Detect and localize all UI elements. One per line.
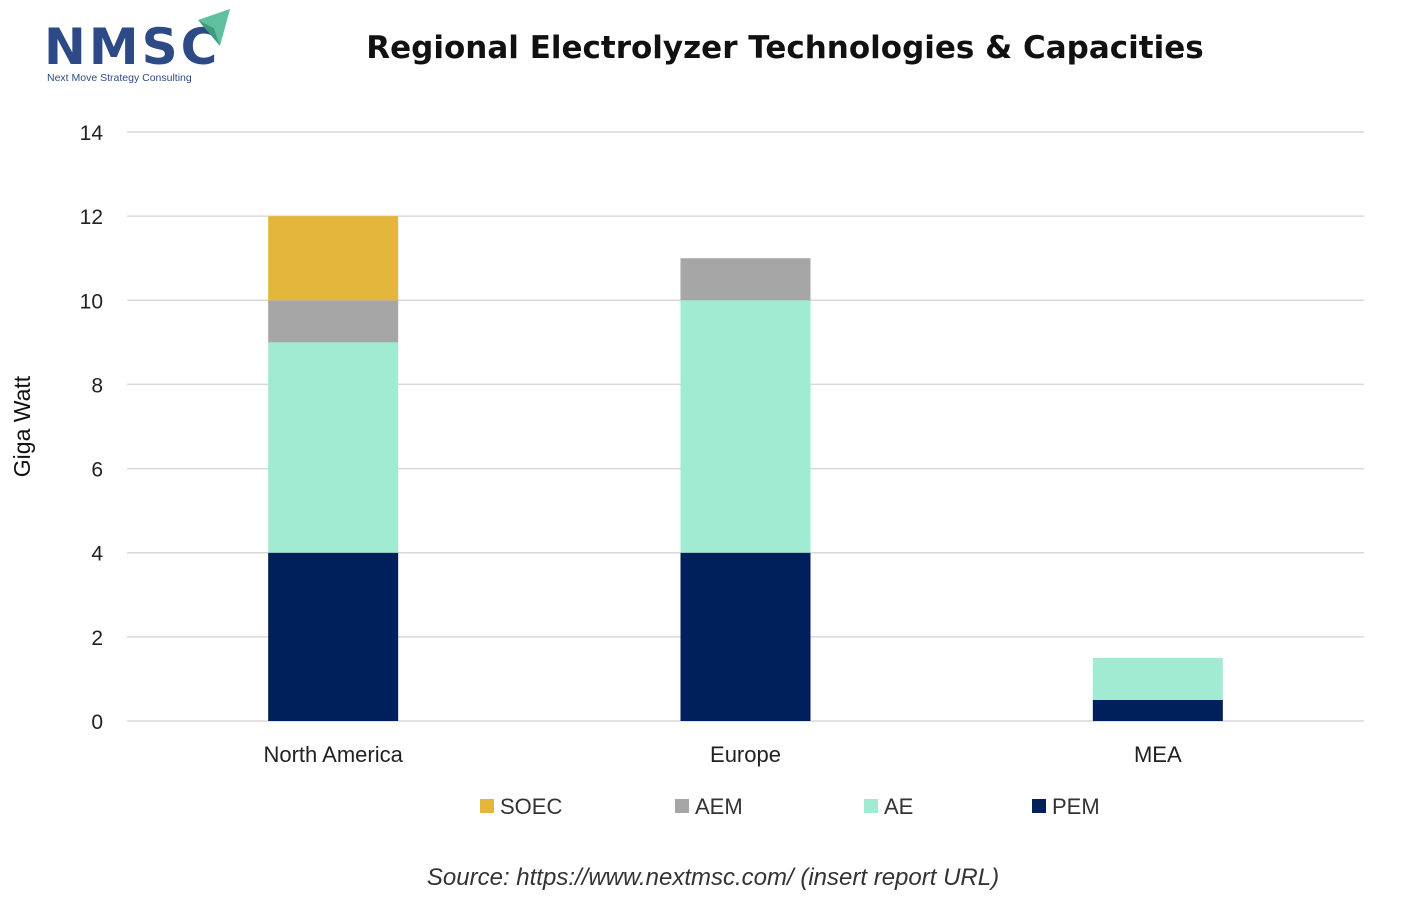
y-tick-label: 10 xyxy=(80,290,103,313)
legend-swatch-ae xyxy=(864,799,878,813)
y-tick-label: 4 xyxy=(91,543,103,566)
y-tick-label: 6 xyxy=(91,459,103,482)
bar-ae-north-america xyxy=(268,342,399,553)
y-tick-label: 2 xyxy=(91,627,103,650)
legend-swatch-pem xyxy=(1032,799,1046,813)
y-axis-label: Giga Watt xyxy=(9,375,35,477)
y-tick-label: 14 xyxy=(80,122,104,145)
legend-swatch-soec xyxy=(480,799,494,813)
source-note: Source: https://www.nextmsc.com/ (insert… xyxy=(426,864,1000,891)
bar-aem-europe xyxy=(680,258,811,301)
nmsc-logo: NMSC Next Move Strategy Consulting xyxy=(44,8,244,92)
x-tick-label: North America xyxy=(263,742,403,767)
x-tick-labels: North America Europe MEA xyxy=(263,742,1182,767)
x-tick-label: MEA xyxy=(1134,742,1182,767)
bar-aem-north-america xyxy=(268,300,399,343)
bar-soec-north-america xyxy=(268,216,399,301)
legend-label-soec: SOEC xyxy=(500,794,562,819)
legend-label-aem: AEM xyxy=(695,794,743,819)
x-tick-label: Europe xyxy=(710,742,781,767)
paper-plane-icon xyxy=(198,9,230,46)
y-tick-label: 0 xyxy=(91,711,103,734)
bar-pem-north-america xyxy=(268,552,399,721)
legend-swatch-aem xyxy=(675,799,689,813)
legend: SOEC AEM AE PEM xyxy=(480,794,1100,819)
legend-label-ae: AE xyxy=(884,794,913,819)
y-tick-label: 8 xyxy=(91,374,103,397)
logo-tagline: Next Move Strategy Consulting xyxy=(47,72,192,84)
chart-title: Regional Electrolyzer Technologies & Cap… xyxy=(366,30,1204,66)
bar-ae-europe xyxy=(680,300,811,553)
logo-text: NMSC xyxy=(44,18,221,76)
bars xyxy=(268,216,1223,721)
bar-pem-mea xyxy=(1092,699,1223,721)
bar-ae-mea xyxy=(1092,657,1223,700)
bar-pem-europe xyxy=(680,552,811,721)
legend-label-pem: PEM xyxy=(1052,794,1100,819)
y-tick-labels: 0 2 4 6 8 10 12 14 xyxy=(80,122,104,734)
y-tick-label: 12 xyxy=(80,206,103,229)
